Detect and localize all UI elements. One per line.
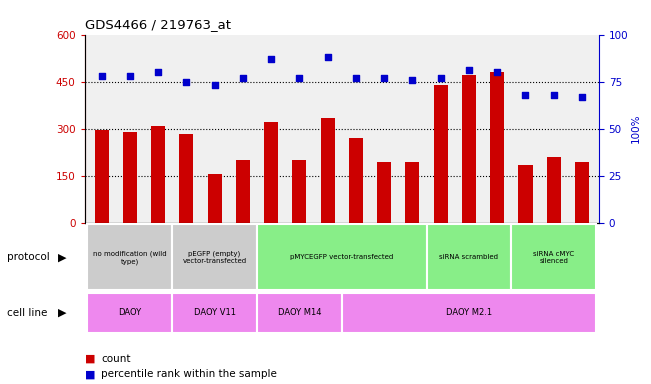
Point bbox=[124, 73, 135, 79]
Point bbox=[577, 94, 587, 100]
Text: DAOY V11: DAOY V11 bbox=[193, 308, 236, 318]
Text: percentile rank within the sample: percentile rank within the sample bbox=[101, 369, 277, 379]
Bar bbox=[426, 224, 511, 290]
Bar bbox=[264, 122, 278, 223]
Bar bbox=[575, 162, 589, 223]
Bar bbox=[87, 293, 173, 333]
Bar bbox=[547, 157, 561, 223]
Bar bbox=[179, 134, 193, 223]
Point bbox=[210, 82, 220, 88]
Point bbox=[238, 75, 248, 81]
Bar bbox=[87, 224, 173, 290]
Bar bbox=[94, 130, 109, 223]
Text: protocol: protocol bbox=[7, 252, 49, 262]
Bar bbox=[123, 132, 137, 223]
Bar bbox=[342, 293, 596, 333]
Text: no modification (wild
type): no modification (wild type) bbox=[93, 250, 167, 265]
Bar bbox=[377, 162, 391, 223]
Text: siRNA scrambled: siRNA scrambled bbox=[439, 254, 499, 260]
Point bbox=[549, 92, 559, 98]
Bar bbox=[208, 174, 222, 223]
Bar bbox=[511, 224, 596, 290]
Text: ■: ■ bbox=[85, 354, 95, 364]
Point bbox=[322, 54, 333, 60]
Bar bbox=[236, 160, 250, 223]
Point bbox=[520, 92, 531, 98]
Bar bbox=[406, 162, 419, 223]
Text: ■: ■ bbox=[85, 369, 95, 379]
Text: GDS4466 / 219763_at: GDS4466 / 219763_at bbox=[85, 18, 230, 31]
Text: count: count bbox=[101, 354, 130, 364]
Text: pEGFP (empty)
vector-transfected: pEGFP (empty) vector-transfected bbox=[182, 250, 247, 264]
Point bbox=[294, 75, 305, 81]
Text: pMYCEGFP vector-transfected: pMYCEGFP vector-transfected bbox=[290, 254, 393, 260]
Point bbox=[351, 75, 361, 81]
Point bbox=[464, 67, 474, 73]
Bar bbox=[490, 72, 505, 223]
Point bbox=[153, 69, 163, 75]
Point bbox=[492, 69, 503, 75]
Text: ▶: ▶ bbox=[57, 308, 66, 318]
Bar bbox=[173, 224, 257, 290]
Bar bbox=[518, 165, 533, 223]
Point bbox=[408, 77, 418, 83]
Y-axis label: 100%: 100% bbox=[631, 114, 641, 143]
Point bbox=[181, 79, 191, 85]
Text: DAOY M2.1: DAOY M2.1 bbox=[446, 308, 492, 318]
Bar bbox=[292, 160, 307, 223]
Bar bbox=[257, 224, 426, 290]
Bar bbox=[257, 293, 342, 333]
Text: ▶: ▶ bbox=[57, 252, 66, 262]
Text: cell line: cell line bbox=[7, 308, 47, 318]
Text: DAOY: DAOY bbox=[118, 308, 141, 318]
Bar bbox=[349, 138, 363, 223]
Point bbox=[436, 75, 446, 81]
Text: DAOY M14: DAOY M14 bbox=[277, 308, 321, 318]
Bar bbox=[151, 126, 165, 223]
Text: siRNA cMYC
silenced: siRNA cMYC silenced bbox=[533, 250, 574, 264]
Bar bbox=[434, 85, 448, 223]
Bar bbox=[320, 118, 335, 223]
Point bbox=[266, 56, 276, 62]
Point bbox=[379, 75, 389, 81]
Bar bbox=[462, 75, 476, 223]
Bar bbox=[173, 293, 257, 333]
Point bbox=[96, 73, 107, 79]
